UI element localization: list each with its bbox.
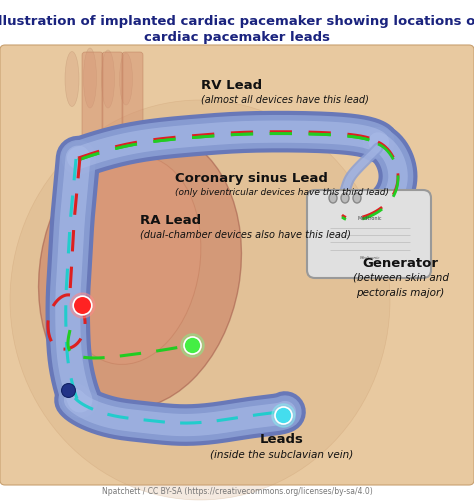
Ellipse shape	[353, 193, 361, 203]
Text: Medtronic: Medtronic	[360, 256, 380, 260]
Text: pectoralis major): pectoralis major)	[356, 288, 445, 298]
Point	[78, 301, 86, 309]
FancyBboxPatch shape	[122, 52, 143, 138]
Text: Medtronic: Medtronic	[358, 216, 382, 221]
Text: cardiac pacemaker leads: cardiac pacemaker leads	[144, 31, 330, 44]
Ellipse shape	[329, 193, 337, 203]
Text: (dual-chamber devices also have this lead): (dual-chamber devices also have this lea…	[140, 230, 351, 240]
Text: RA Lead: RA Lead	[140, 214, 201, 227]
Ellipse shape	[119, 53, 133, 105]
Point	[279, 411, 287, 419]
Text: RV Lead: RV Lead	[201, 79, 263, 92]
Text: (only biventricular devices have this third lead): (only biventricular devices have this th…	[175, 188, 389, 198]
Point	[64, 386, 72, 394]
Ellipse shape	[10, 100, 390, 500]
Ellipse shape	[341, 193, 349, 203]
Point	[188, 341, 196, 349]
FancyBboxPatch shape	[82, 52, 103, 138]
Text: Illustration of implanted cardiac pacemaker showing locations of: Illustration of implanted cardiac pacema…	[0, 16, 474, 29]
FancyBboxPatch shape	[307, 190, 431, 278]
Ellipse shape	[38, 131, 241, 409]
Text: Generator: Generator	[363, 257, 438, 270]
Text: (between skin and: (between skin and	[353, 273, 448, 283]
Text: Leads: Leads	[260, 433, 304, 446]
Text: Coronary sinus Lead: Coronary sinus Lead	[175, 172, 328, 185]
Ellipse shape	[83, 48, 97, 108]
Point	[78, 301, 86, 309]
Point	[279, 411, 287, 419]
Text: (almost all devices have this lead): (almost all devices have this lead)	[201, 95, 369, 105]
Text: Npatchett / CC BY-SA (https://creativecommons.org/licenses/by-sa/4.0): Npatchett / CC BY-SA (https://creativeco…	[101, 487, 373, 496]
Ellipse shape	[101, 50, 115, 108]
Ellipse shape	[59, 156, 201, 364]
FancyBboxPatch shape	[0, 45, 474, 485]
Text: (inside the subclavian vein): (inside the subclavian vein)	[210, 449, 354, 459]
Ellipse shape	[65, 51, 79, 106]
Point	[188, 341, 196, 349]
FancyBboxPatch shape	[102, 52, 123, 138]
